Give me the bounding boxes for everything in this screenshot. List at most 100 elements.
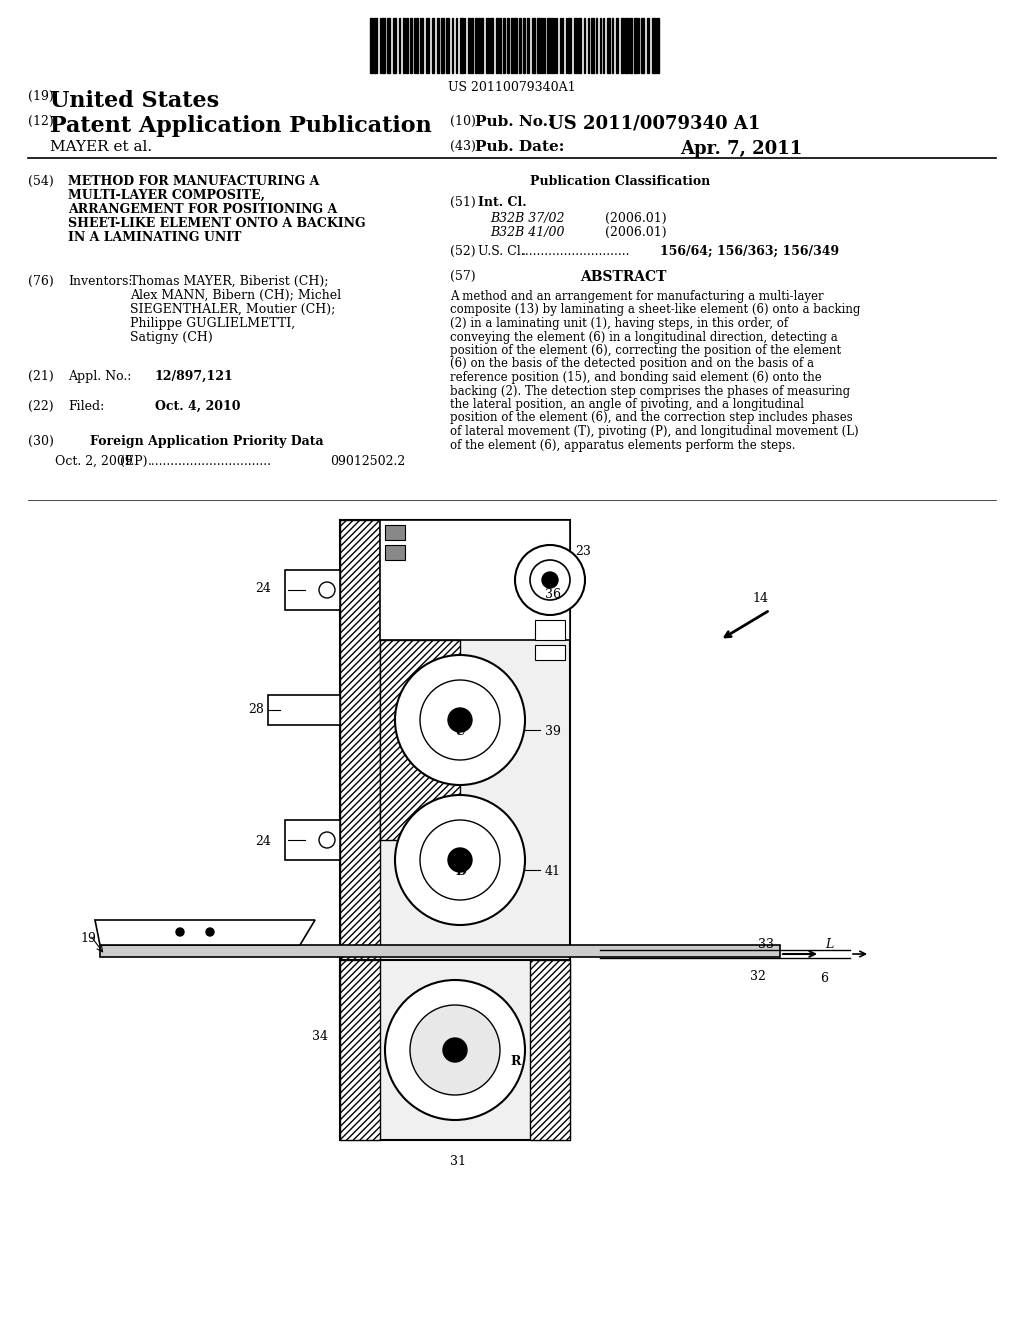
Circle shape [530, 560, 570, 601]
Text: ARRANGEMENT FOR POSITIONING A: ARRANGEMENT FOR POSITIONING A [68, 203, 337, 216]
Bar [551, 18, 553, 73]
Text: Int. Cl.: Int. Cl. [478, 195, 526, 209]
Text: 12/897,121: 12/897,121 [155, 370, 233, 383]
Bar [100, 945, 780, 957]
Text: Inventors:: Inventors: [68, 275, 132, 288]
Circle shape [410, 1005, 500, 1096]
Text: 33: 33 [758, 939, 774, 950]
Bar [382, 18, 385, 73]
Bar [426, 18, 429, 73]
Bar [523, 18, 525, 73]
Text: U.S. Cl.: U.S. Cl. [478, 246, 524, 257]
Circle shape [395, 795, 525, 925]
Bar [406, 18, 408, 73]
Text: MAYER et al.: MAYER et al. [50, 140, 153, 154]
Text: Satigny (CH): Satigny (CH) [130, 331, 213, 345]
Bar [478, 18, 480, 73]
Bar [634, 18, 637, 73]
Bar [285, 570, 340, 610]
Text: (57): (57) [450, 271, 475, 282]
Text: U: U [455, 725, 466, 738]
Bar [541, 18, 543, 73]
Bar [285, 820, 340, 861]
Text: Foreign Application Priority Data: Foreign Application Priority Data [90, 436, 324, 447]
Bar [446, 18, 449, 73]
Bar [647, 18, 649, 73]
Bar [432, 18, 434, 73]
Text: SHEET-LIKE ELEMENT ONTO A BACKING: SHEET-LIKE ELEMENT ONTO A BACKING [68, 216, 366, 230]
Text: (43): (43) [450, 140, 476, 153]
Bar [496, 18, 498, 73]
Text: 14: 14 [752, 591, 768, 605]
Text: 32: 32 [750, 970, 766, 983]
Bar [387, 18, 390, 73]
Bar [385, 545, 406, 560]
Bar [499, 18, 501, 73]
Bar [514, 18, 517, 73]
Text: 156/64; 156/363; 156/349: 156/64; 156/363; 156/349 [660, 246, 839, 257]
Text: United States: United States [50, 90, 219, 112]
Text: Patent Application Publication: Patent Application Publication [50, 115, 432, 137]
Text: Pub. Date:: Pub. Date: [475, 140, 564, 154]
Text: B32B 41/00: B32B 41/00 [490, 226, 564, 239]
Text: (30): (30) [28, 436, 54, 447]
Text: 39: 39 [545, 725, 561, 738]
Circle shape [420, 820, 500, 900]
Bar [385, 525, 406, 540]
Bar [340, 520, 570, 1100]
Text: (54): (54) [28, 176, 53, 187]
Bar [535, 620, 565, 640]
Text: (76): (76) [28, 275, 53, 288]
Text: (2) in a laminating unit (1), having steps, in this order, of: (2) in a laminating unit (1), having ste… [450, 317, 788, 330]
Text: A method and an arrangement for manufacturing a multi-layer: A method and an arrangement for manufact… [450, 290, 823, 304]
Bar [621, 18, 624, 73]
Bar [471, 18, 473, 73]
Circle shape [395, 655, 525, 785]
Text: (12): (12) [28, 115, 53, 128]
Bar [380, 640, 460, 840]
Circle shape [443, 1038, 467, 1063]
Text: 28: 28 [248, 704, 264, 715]
Text: 09012502.2: 09012502.2 [330, 455, 406, 469]
Circle shape [449, 708, 472, 733]
Text: 34: 34 [312, 1030, 328, 1043]
Text: of the element (6), apparatus elements perform the steps.: of the element (6), apparatus elements p… [450, 438, 796, 451]
Text: Pub. No.:: Pub. No.: [475, 115, 554, 129]
Text: Publication Classification: Publication Classification [530, 176, 711, 187]
Circle shape [449, 847, 472, 873]
Text: (2006.01): (2006.01) [605, 226, 667, 239]
Bar [0, 506, 1024, 1320]
Bar [527, 18, 529, 73]
Bar [503, 18, 505, 73]
Text: 23: 23 [575, 545, 591, 558]
Text: 36: 36 [545, 587, 561, 601]
Text: ABSTRACT: ABSTRACT [580, 271, 667, 284]
Bar [535, 645, 565, 660]
Text: ................................: ................................ [148, 455, 272, 469]
Text: Oct. 2, 2009: Oct. 2, 2009 [55, 455, 133, 469]
Circle shape [176, 928, 184, 936]
Bar [340, 520, 380, 1100]
Text: Philippe GUGLIELMETTI,: Philippe GUGLIELMETTI, [130, 317, 295, 330]
Text: reference position (15), and bonding said element (6) onto the: reference position (15), and bonding sai… [450, 371, 821, 384]
Text: B32B 37/02: B32B 37/02 [490, 213, 564, 224]
Bar [574, 18, 577, 73]
Text: the lateral position, an angle of pivoting, and a longitudinal: the lateral position, an angle of pivoti… [450, 399, 804, 411]
Text: Apr. 7, 2011: Apr. 7, 2011 [680, 140, 802, 158]
Bar [578, 18, 581, 73]
Text: of lateral movement (T), pivoting (P), and longitudinal movement (L): of lateral movement (T), pivoting (P), a… [450, 425, 859, 438]
Bar [532, 18, 535, 73]
Circle shape [385, 979, 525, 1119]
Text: US 20110079340A1: US 20110079340A1 [449, 81, 575, 94]
Bar [547, 18, 550, 73]
Bar [629, 18, 632, 73]
Circle shape [542, 572, 558, 587]
Text: (6) on the basis of the detected position and on the basis of a: (6) on the basis of the detected positio… [450, 358, 814, 371]
Text: Filed:: Filed: [68, 400, 104, 413]
Bar [475, 18, 477, 73]
Text: SIEGENTHALER, Moutier (CH);: SIEGENTHALER, Moutier (CH); [130, 304, 336, 315]
Text: (21): (21) [28, 370, 53, 383]
Text: backing (2). The detection step comprises the phases of measuring: backing (2). The detection step comprise… [450, 384, 850, 397]
Text: 19: 19 [80, 932, 96, 945]
Bar [537, 18, 540, 73]
